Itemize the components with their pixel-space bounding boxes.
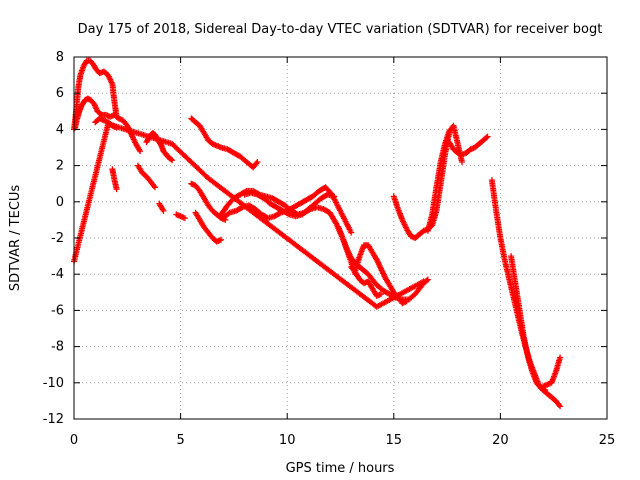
x-tick-label: 5 [176, 433, 184, 448]
series-arc-5 [135, 162, 158, 191]
series-arc-8 [156, 200, 167, 214]
x-axis-label: GPS time / hours [286, 461, 395, 476]
y-tick-label: 0 [56, 195, 64, 210]
series-trace [425, 124, 465, 233]
y-axis-label: SDTVAR / TECUs [8, 185, 23, 292]
y-tick-label: 4 [56, 122, 64, 137]
y-tick-label: -6 [51, 303, 64, 318]
series-arc-12 [192, 209, 225, 245]
series-trace [508, 254, 547, 393]
series-trace [174, 212, 187, 221]
y-tick-label: -2 [51, 231, 64, 246]
series-arc-18 [348, 264, 384, 299]
series-arc-10 [188, 115, 261, 171]
series-trace [193, 211, 223, 244]
y-tick-label: 6 [56, 86, 64, 101]
y-tick-label: -12 [43, 412, 64, 427]
x-tick-label: 15 [386, 433, 403, 448]
series-trace [135, 164, 157, 189]
series-arc-23 [508, 253, 549, 393]
x-tick-label: 20 [492, 433, 509, 448]
axis-ticks: 0 5 10 15 20 25 -12 -10 -8 -6 -4 -2 0 2 4 6 8 [43, 50, 616, 448]
series-trace [189, 181, 227, 223]
series-trace [189, 116, 260, 170]
series-trace [391, 131, 452, 241]
series-trace [447, 134, 490, 158]
series-arc-21 [446, 133, 491, 158]
x-tick-label: 10 [279, 433, 296, 448]
series-arc-20 [424, 122, 465, 234]
series-trace [109, 167, 120, 191]
series-trace [349, 265, 383, 299]
series-trace [161, 149, 174, 163]
chart-title: Day 175 of 2018, Sidereal Day-to-day VTE… [78, 22, 603, 37]
x-tick-label: 25 [599, 433, 616, 448]
series-arc-17 [352, 242, 410, 307]
series-trace [157, 202, 166, 213]
series-arc-24 [540, 354, 564, 390]
series-arc-7 [160, 148, 176, 164]
series-arc-9 [173, 211, 188, 222]
series-trace [243, 190, 336, 219]
series-trace [541, 356, 563, 389]
y-tick-label: -10 [43, 376, 64, 391]
series-arc-15 [241, 189, 338, 220]
x-tick-label: 0 [70, 433, 78, 448]
series-arc-4 [109, 166, 120, 193]
y-tick-label: 8 [56, 50, 64, 65]
y-tick-label: -8 [51, 340, 64, 355]
data-points [71, 57, 564, 410]
y-tick-label: -4 [51, 267, 64, 282]
y-tick-label: 2 [56, 159, 64, 174]
